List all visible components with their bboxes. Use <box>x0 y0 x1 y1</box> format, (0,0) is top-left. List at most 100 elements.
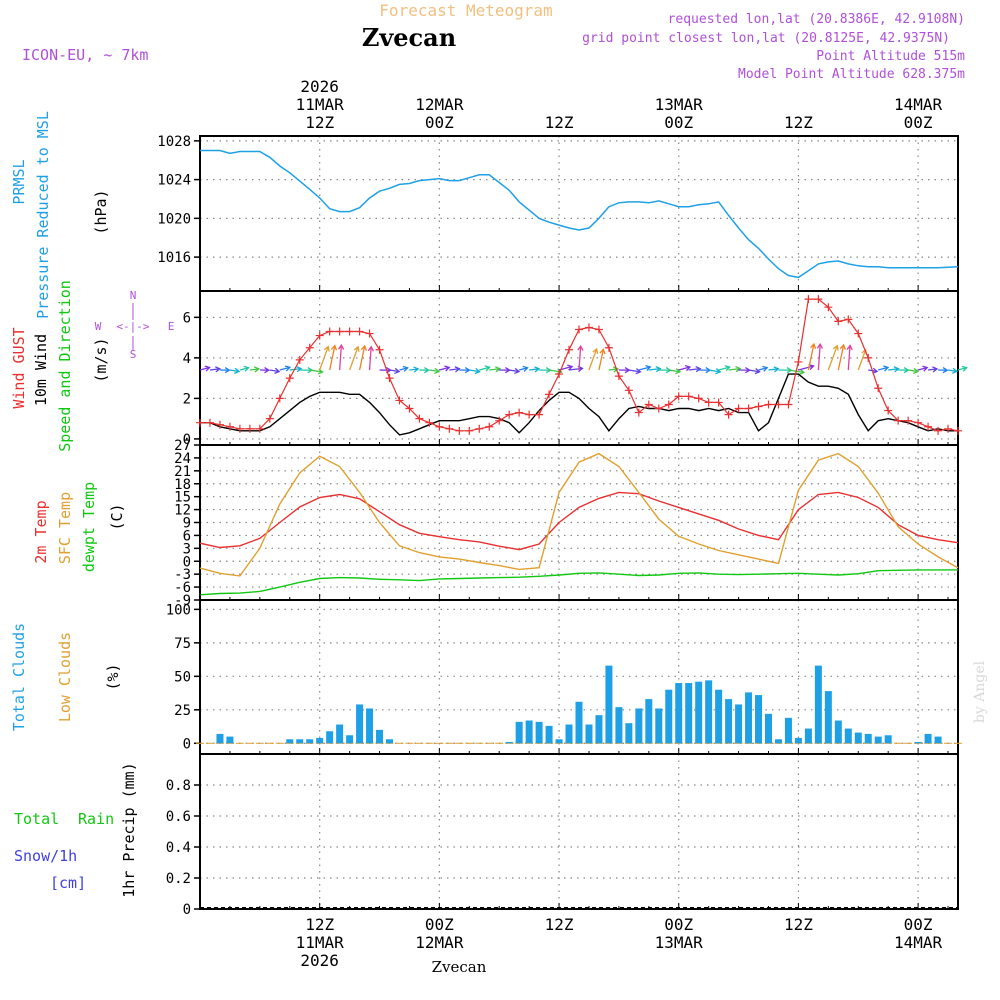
header-area: Forecast Meteogram Zvecan ICON-EU, ~ 7km… <box>22 1 965 132</box>
wind-arrow-head <box>808 363 815 371</box>
wind-arrow-head <box>932 366 939 373</box>
wind-direction-arrow <box>209 368 220 371</box>
bottom-time-label: 12Z <box>545 915 574 934</box>
prmsl-long-label: Pressure Reduced to MSL <box>34 111 52 319</box>
gust-marker <box>694 394 703 403</box>
wind-arrow-head <box>893 366 900 373</box>
sfctemp-label: SFC Temp <box>56 492 74 564</box>
wind-arrow-head <box>645 364 652 372</box>
y-tick-label: 27 <box>174 438 191 454</box>
gust-marker <box>644 400 653 409</box>
wind-direction-arrow <box>798 365 814 371</box>
bottom-time-label: 14MAR <box>894 933 943 952</box>
gust-marker <box>764 400 773 409</box>
wind-direction-arrow <box>509 369 520 373</box>
wind-arrow-head <box>434 367 441 375</box>
cloud-bar <box>296 739 304 744</box>
wind-direction-arrow <box>269 369 280 373</box>
requested-coords: requested lon,lat (20.8386E, 42.9108N) <box>668 12 965 27</box>
cloud-bar <box>924 733 932 744</box>
wind-direction-arrow <box>249 368 259 371</box>
gust-marker <box>475 424 484 433</box>
wind-direction-arrow <box>409 368 419 371</box>
top-time-label: 12Z <box>305 113 334 132</box>
wind-direction-arrow <box>529 368 540 371</box>
gust-marker <box>684 392 693 401</box>
wind-direction-arrow <box>389 369 400 373</box>
cloud-bar <box>725 699 733 744</box>
compass-n: N <box>130 289 137 302</box>
precip-unit: 1hr Precip (mm) <box>120 762 138 897</box>
gust-marker <box>505 410 514 419</box>
wind-arrow-head <box>423 366 430 374</box>
gust-marker <box>355 327 364 336</box>
wind-arrow-head <box>599 348 606 355</box>
gust-marker <box>335 327 344 336</box>
wind-arrow-head <box>534 366 541 373</box>
wind-arrow-head <box>872 367 879 374</box>
gust-marker <box>455 426 464 435</box>
y-tick-label: 1016 <box>157 250 191 266</box>
gust-marker <box>914 418 923 427</box>
wind-arrow-head <box>799 368 806 375</box>
wind-arrow-head <box>612 366 620 373</box>
wind-arrow-head <box>684 365 692 372</box>
bottom-time-label: 2026 <box>300 951 339 970</box>
cloud-bar <box>625 723 633 744</box>
cloud-bar <box>774 739 782 744</box>
location-title: Zvecan <box>362 23 456 52</box>
wind-direction-arrow <box>399 367 408 371</box>
top-time-label: 12Z <box>545 113 574 132</box>
compass-s: S <box>130 348 137 361</box>
gust-marker <box>225 422 234 431</box>
y-tick-label: 0.6 <box>166 809 191 825</box>
y-tick-label: 0.8 <box>166 778 191 794</box>
wind-direction-arrow <box>817 344 821 371</box>
panel-labels: PRMSL Pressure Reduced to MSL (hPa) Wind… <box>10 111 174 898</box>
y-tick-label: 9 <box>183 516 191 532</box>
bottom-time-label: 11MAR <box>296 933 345 952</box>
y-tick-label: 21 <box>174 464 191 480</box>
compass-w: W <box>95 320 102 333</box>
gust-marker <box>814 295 823 304</box>
wind-arrow-head <box>243 365 250 372</box>
wind-direction-arrow <box>837 344 845 371</box>
wind-direction-arrow <box>648 367 661 371</box>
gridpoint-coords: grid point closest lon,lat (20.8125E, 42… <box>582 31 950 46</box>
wind-arrow-head <box>773 366 780 373</box>
wind-arrow-head <box>839 343 846 350</box>
wind-arrow-head <box>951 367 959 374</box>
wind-arrow-head <box>754 368 761 375</box>
wind-direction-arrow <box>878 366 889 371</box>
y-tick-label: 4 <box>183 351 191 367</box>
gust-marker <box>724 410 733 419</box>
gust-marker <box>445 424 454 433</box>
y-tick-label: 18 <box>174 477 191 493</box>
gust-marker <box>614 372 623 381</box>
rain-label: Rain <box>78 810 114 828</box>
point-altitude: Point Altitude 515m <box>816 49 965 64</box>
gust-marker <box>275 394 284 403</box>
y-tick-label: 1024 <box>157 173 191 189</box>
y-tick-label: 0 <box>183 902 191 918</box>
cloud-bar <box>366 708 374 744</box>
cloud-bar <box>735 704 743 744</box>
wind-direction-arrow <box>578 346 582 371</box>
gust-marker <box>295 355 304 364</box>
gust-marker <box>604 343 613 352</box>
wind-direction-arrow <box>758 367 768 371</box>
gust-marker <box>425 418 434 427</box>
wind-arrow-head <box>204 365 211 372</box>
y-tick-label: 75 <box>174 636 191 652</box>
gust-marker <box>515 408 524 417</box>
top-time-label: 2026 <box>300 77 339 96</box>
total-precip-label: Total <box>14 810 59 828</box>
top-time-label: 11MAR <box>296 95 345 114</box>
cloud-bar <box>386 739 393 744</box>
wind-arrow-head <box>810 342 817 349</box>
gust-marker <box>754 402 763 411</box>
gust-marker <box>375 345 384 354</box>
wind-arrow-head <box>253 366 261 373</box>
